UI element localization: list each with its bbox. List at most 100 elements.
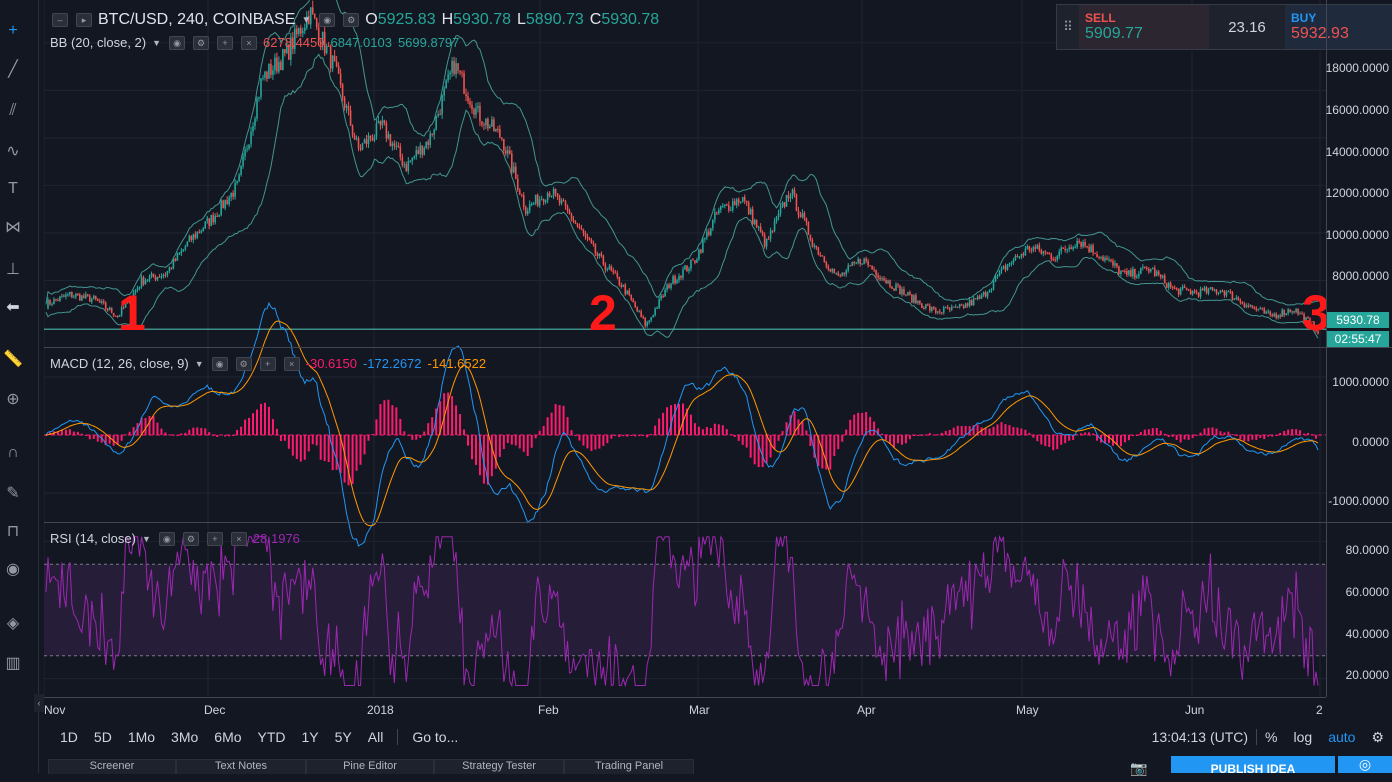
period-1mo[interactable]: 1Mo <box>127 729 156 745</box>
close-icon[interactable]: × <box>230 531 247 546</box>
candle-body <box>664 289 666 297</box>
period-1y[interactable]: 1Y <box>301 729 319 745</box>
bb-label[interactable]: BB (20, close, 2) <box>50 35 147 50</box>
visibility-icon[interactable]: ◉ <box>169 35 186 50</box>
pane-separator[interactable] <box>44 522 1392 523</box>
candle-body <box>901 289 903 295</box>
chart-canvas[interactable] <box>44 0 1326 697</box>
log-toggle[interactable]: log <box>1293 729 1313 745</box>
macd-hist-bar <box>1191 435 1194 439</box>
eye-icon[interactable]: ◉ <box>6 561 20 578</box>
settings-icon[interactable]: ⚙ <box>235 356 252 371</box>
add-icon[interactable]: + <box>206 531 223 546</box>
text-icon[interactable]: T <box>8 180 18 197</box>
candle-body <box>905 294 907 296</box>
period-6mo[interactable]: 6Mo <box>214 729 242 745</box>
tab-strategy-tester[interactable]: Strategy Tester <box>434 759 564 774</box>
candle-body <box>218 215 220 217</box>
period-3mo[interactable]: 3Mo <box>171 729 199 745</box>
publish-idea-button[interactable]: PUBLISH IDEA <box>1171 756 1335 776</box>
time-axis[interactable]: Nov Dec 2018 Feb Mar Apr May Jun 2 <box>44 697 1326 722</box>
candle-body <box>843 272 846 275</box>
candle-body <box>1299 313 1301 315</box>
rsi-tick: 40.0000 <box>1345 627 1389 641</box>
visibility-icon[interactable]: ◉ <box>211 356 228 371</box>
crosshair-icon[interactable]: + <box>8 22 18 39</box>
visibility-icon[interactable]: ◉ <box>158 531 175 546</box>
measure-icon[interactable]: ⊥ <box>6 261 20 278</box>
layers-icon[interactable]: ◈ <box>6 615 20 632</box>
macd-hist-bar <box>383 400 386 435</box>
gear-icon[interactable]: ⚙ <box>1371 728 1384 745</box>
stream-icon[interactable]: ◎ <box>1338 756 1392 773</box>
magnet-icon[interactable]: ∩ <box>7 444 19 461</box>
tab-text-notes[interactable]: Text Notes <box>176 759 306 774</box>
macd-hist-bar <box>566 417 569 435</box>
candle-body <box>634 302 637 308</box>
macd-label[interactable]: MACD (12, 26, close, 9) <box>50 356 189 371</box>
rsi-value: 28.1976 <box>252 531 300 546</box>
symbol-dropdown-icon[interactable]: ▼ <box>301 14 312 26</box>
add-icon[interactable]: + <box>259 356 276 371</box>
candle-body <box>1048 252 1051 255</box>
collapse-toolbar-icon[interactable]: ‹ <box>34 694 44 712</box>
symbol-title[interactable]: BTC/USD, 240, COINBASE <box>98 11 296 28</box>
candle-body <box>875 269 877 276</box>
dropdown-icon[interactable]: ▼ <box>152 37 162 48</box>
settings-icon[interactable]: ⚙ <box>193 35 210 50</box>
macd-scale[interactable]: 1000.0000 0.0000 -1000.0000 <box>1326 348 1392 522</box>
candle-body <box>522 195 525 207</box>
tab-pine-editor[interactable]: Pine Editor <box>306 759 434 774</box>
close-icon[interactable]: × <box>283 356 300 371</box>
candle-body <box>604 264 607 270</box>
macd-hist-bar <box>1215 428 1218 435</box>
candle-body <box>128 298 131 303</box>
candle-body <box>1130 270 1132 277</box>
period-5y[interactable]: 5Y <box>334 729 352 745</box>
settings-icon[interactable]: ⚙ <box>182 531 199 546</box>
sell-button[interactable]: SELL 5909.77 <box>1079 5 1209 49</box>
add-icon[interactable]: + <box>217 35 234 50</box>
tab-screener[interactable]: Screener <box>48 759 176 774</box>
tab-trading-panel[interactable]: Trading Panel <box>564 759 694 774</box>
dropdown-icon[interactable]: ▼ <box>194 358 204 369</box>
lock-drawing-icon[interactable]: ✎ <box>6 485 20 502</box>
ruler-icon[interactable]: 📏 <box>3 351 23 368</box>
settings-icon[interactable]: ⚙ <box>343 13 360 27</box>
auto-toggle[interactable]: auto <box>1328 729 1356 745</box>
goto-button[interactable]: Go to... <box>397 729 466 745</box>
period-ytd[interactable]: YTD <box>257 729 286 745</box>
trash-icon[interactable]: ▥ <box>5 655 21 672</box>
drag-handle-icon[interactable]: ⠿ <box>1063 19 1073 34</box>
period-5d[interactable]: 5D <box>93 729 112 745</box>
candle-body <box>453 60 455 74</box>
clock[interactable]: 13:04:13 (UTC) <box>1151 729 1249 745</box>
rsi-label[interactable]: RSI (14, close) <box>50 531 136 546</box>
close-icon[interactable]: × <box>241 35 258 50</box>
candle-body <box>477 106 479 108</box>
percent-toggle[interactable]: % <box>1256 729 1285 745</box>
candle-body <box>501 137 503 140</box>
visibility-icon[interactable]: ◉ <box>319 13 336 27</box>
period-1d[interactable]: 1D <box>60 729 78 745</box>
flag-icon[interactable]: ▸ <box>76 13 92 27</box>
pane-separator[interactable] <box>44 347 1392 348</box>
candle-body <box>1126 271 1128 275</box>
pitchfork-icon[interactable]: ⫽ <box>9 102 17 119</box>
dropdown-icon[interactable]: ▼ <box>141 533 151 544</box>
candle-body <box>126 298 129 303</box>
macd-hist-bar <box>502 435 505 450</box>
pattern-icon[interactable]: ⋈ <box>5 219 21 236</box>
trend-line-icon[interactable]: ╱ <box>8 61 18 78</box>
rsi-scale[interactable]: 80.0000 60.0000 40.0000 20.0000 <box>1326 523 1392 697</box>
period-all[interactable]: All <box>367 729 384 745</box>
collapse-icon[interactable]: – <box>52 13 68 27</box>
candle-body <box>367 135 370 145</box>
price-scale[interactable]: 18000.0000 16000.0000 14000.0000 12000.0… <box>1326 0 1392 347</box>
brush-icon[interactable]: ∿ <box>6 143 20 160</box>
buy-button[interactable]: BUY 5932.93 <box>1285 5 1392 49</box>
lock-icon[interactable]: ⊓ <box>6 523 20 540</box>
zoom-in-icon[interactable]: ⊕ <box>6 391 20 408</box>
camera-icon[interactable]: 📷 <box>1130 760 1148 776</box>
arrow-back-icon[interactable]: ⬅ <box>6 299 20 316</box>
